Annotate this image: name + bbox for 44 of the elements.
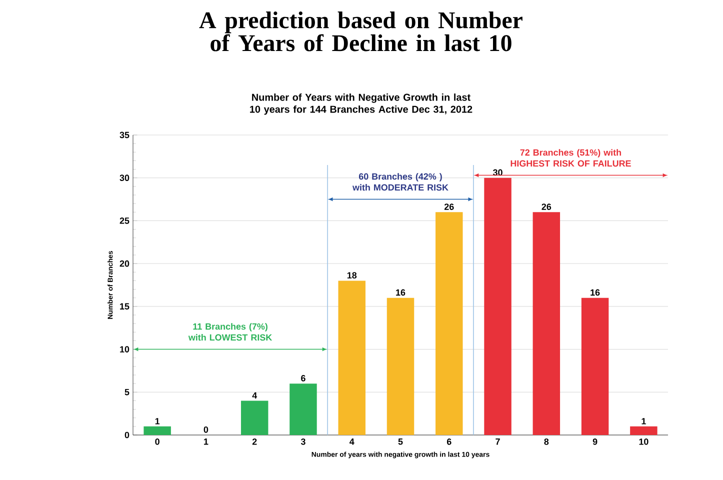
annotation: 60 Branches (42% ) with MODERATE RISK (352, 173, 448, 191)
bar (630, 426, 658, 435)
y-tick-label: 25 (120, 218, 130, 224)
bar (436, 212, 463, 435)
data-label: 16 (590, 289, 600, 296)
x-tick-label: 0 (155, 438, 160, 445)
bar (386, 298, 414, 435)
bar (581, 298, 609, 435)
x-tick-label: 6 (446, 438, 452, 445)
y-tick-label: 35 (120, 132, 130, 138)
data-label: 1 (642, 418, 646, 424)
data-label: 26 (542, 204, 552, 210)
data-label: 4 (252, 392, 258, 399)
y-tick-label: 5 (124, 389, 130, 396)
data-label: 0 (204, 426, 208, 433)
y-tick-label: 10 (120, 346, 130, 352)
bar (240, 400, 268, 435)
data-label: 18 (347, 272, 357, 279)
bar (338, 280, 366, 435)
y-tick-label: 30 (120, 174, 130, 182)
bar (290, 384, 317, 435)
data-label: 26 (444, 204, 454, 210)
x-tick-label: 4 (350, 438, 354, 445)
data-label: 1 (155, 418, 160, 424)
x-tick-label: 3 (300, 438, 306, 445)
annotation: 11 Branches (7%) with LOWEST RISK (188, 323, 272, 341)
x-tick-label: 5 (398, 438, 403, 445)
bar (484, 178, 512, 435)
x-tick-label: 1 (204, 438, 208, 445)
x-tick-label: 7 (496, 438, 500, 445)
chart-title: A prediction based on Number of Years of Decline in last 10 (199, 12, 522, 52)
bar (144, 426, 171, 435)
x-tick-label: 2 (252, 438, 257, 445)
y-tick-label: 15 (120, 303, 130, 310)
y-tick-label: 20 (120, 260, 130, 267)
x-tick-label: 9 (592, 438, 598, 445)
chart-subtitle: Number of Years with Negative Growth in last 10 years for 144 Branches Active Dec 31, 2012 (250, 94, 472, 115)
annotation: 72 Branches (51%) with HIGHEST RISK OF FAILURE (510, 149, 631, 167)
x-tick-label: 8 (544, 438, 549, 445)
data-label: 6 (301, 375, 306, 382)
bar (532, 212, 560, 435)
data-label: 16 (396, 289, 406, 296)
y-tick-label: 0 (124, 432, 130, 438)
x-tick-label: 10 (639, 438, 648, 445)
